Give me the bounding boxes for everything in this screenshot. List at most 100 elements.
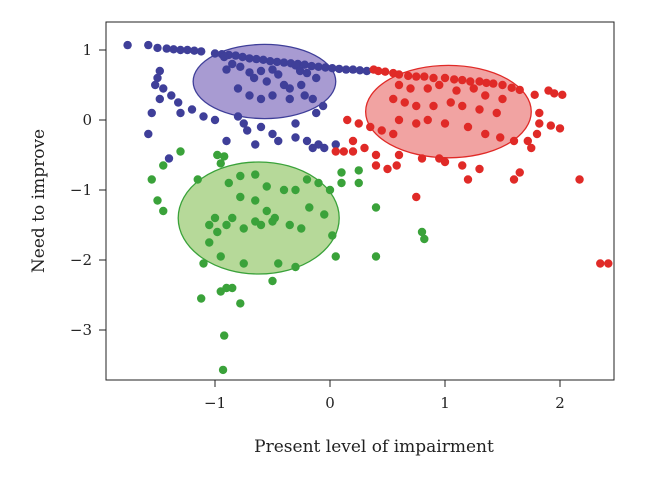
data-point-s3-11 [236,171,245,181]
data-point-s2-27 [555,124,565,133]
data-point-s3-8 [220,152,229,161]
data-point-s1-10 [210,49,220,58]
data-point-s3-14 [279,185,289,195]
data-point-s3-15 [291,185,300,195]
data-point-s1-24 [307,61,316,71]
x-axis-label: Present level of impairment [254,437,494,457]
data-point-s3-57 [218,365,228,375]
data-point-s1-68 [187,105,197,114]
data-point-s3-27 [320,210,329,219]
data-point-s1-3 [153,43,162,53]
data-point-s1-8 [190,46,199,55]
x-tick-label-0: 0 [325,394,335,412]
y-tick-label--1: −1 [70,181,92,199]
data-point-s2-15 [482,78,491,88]
data-point-s2-52 [496,133,505,142]
data-point-s2-38 [389,94,398,104]
data-point-s1-17 [259,55,268,64]
data-point-s2-25 [535,119,544,128]
data-point-s2-42 [446,98,455,107]
data-point-s1-32 [362,66,371,76]
data-point-s1-18 [266,57,275,66]
data-point-s2-30 [394,80,404,90]
data-point-s1-30 [348,65,358,74]
data-point-s3-18 [325,185,335,195]
data-point-s3-37 [268,217,277,226]
data-point-s1-61 [151,80,160,90]
data-point-s1-64 [174,98,183,107]
data-point-s1-13 [231,51,240,60]
data-point-s3-5 [159,206,168,216]
data-point-s1-63 [167,91,176,100]
data-point-s2-57 [366,122,375,132]
data-point-s3-31 [213,227,222,237]
y-tick-label-1: 1 [82,41,92,59]
data-point-s1-54 [285,94,294,104]
data-point-s1-60 [153,73,162,83]
data-point-s1-15 [245,54,254,63]
data-point-s1-39 [268,65,277,74]
data-point-s1-70 [210,115,220,125]
data-point-s2-2 [374,66,383,76]
data-point-s1-72 [239,119,248,128]
data-point-s1-29 [341,65,351,74]
data-point-s2-33 [435,80,444,90]
data-point-s3-46 [268,276,277,286]
data-point-s1-43 [302,68,312,78]
data-point-s2-75 [463,175,473,184]
data-point-s2-5 [394,70,404,79]
data-point-s1-67 [176,108,185,118]
data-point-s1-51 [245,91,254,100]
data-point-s3-52 [371,203,381,212]
data-point-s3-13 [262,182,271,191]
y-tick-label--3: −3 [70,321,92,339]
data-point-s2-9 [429,73,438,83]
data-point-s2-60 [348,136,358,146]
data-point-s1-65 [155,94,164,104]
data-point-s2-58 [377,126,386,135]
data-point-s1-23 [300,60,309,69]
data-point-s1-28 [335,64,344,74]
data-point-s3-53 [417,227,427,237]
data-point-s2-17 [498,80,507,90]
data-point-s3-12 [251,170,260,179]
data-point-s2-45 [492,108,501,118]
data-point-s3-55 [371,252,381,261]
y-axis: −3 −2 −1 0 1 [70,41,106,339]
data-point-s2-26 [546,121,555,130]
data-point-s3-16 [302,175,312,184]
data-point-s3-29 [210,213,220,223]
data-point-s2-7 [412,72,421,81]
data-point-s2-46 [394,115,404,125]
data-point-s1-46 [262,77,271,86]
data-point-s2-39 [400,98,409,107]
data-point-s1-5 [169,45,178,54]
data-point-s1-35 [236,62,245,71]
data-point-s2-36 [481,91,490,100]
data-point-s3-59 [337,168,346,177]
data-point-s3-36 [256,220,266,230]
data-point-s2-28 [532,129,542,139]
data-point-s2-40 [412,101,421,111]
data-point-s3-9 [216,159,225,168]
data-point-s2-77 [515,168,524,177]
x-axis: −1 0 1 2 [204,380,565,412]
data-point-s1-76 [274,136,283,146]
data-point-s1-45 [249,73,259,83]
data-point-s2-6 [404,71,413,81]
data-point-s2-37 [498,94,507,104]
data-point-s2-50 [463,122,473,132]
data-point-s3-1 [176,147,185,156]
data-point-s3-2 [147,175,156,184]
data-point-s2-3 [381,67,390,76]
data-point-s1-33 [220,52,229,62]
data-point-s3-7 [213,150,222,160]
data-point-s1-27 [328,63,337,73]
data-point-s2-43 [458,101,467,111]
y-tick-label--2: −2 [70,251,92,269]
data-point-s1-25 [314,62,323,71]
data-point-s2-74 [392,161,401,170]
data-point-s1-4 [162,44,171,53]
x-tick-label-1: 1 [440,394,450,412]
data-point-s3-44 [331,252,340,261]
